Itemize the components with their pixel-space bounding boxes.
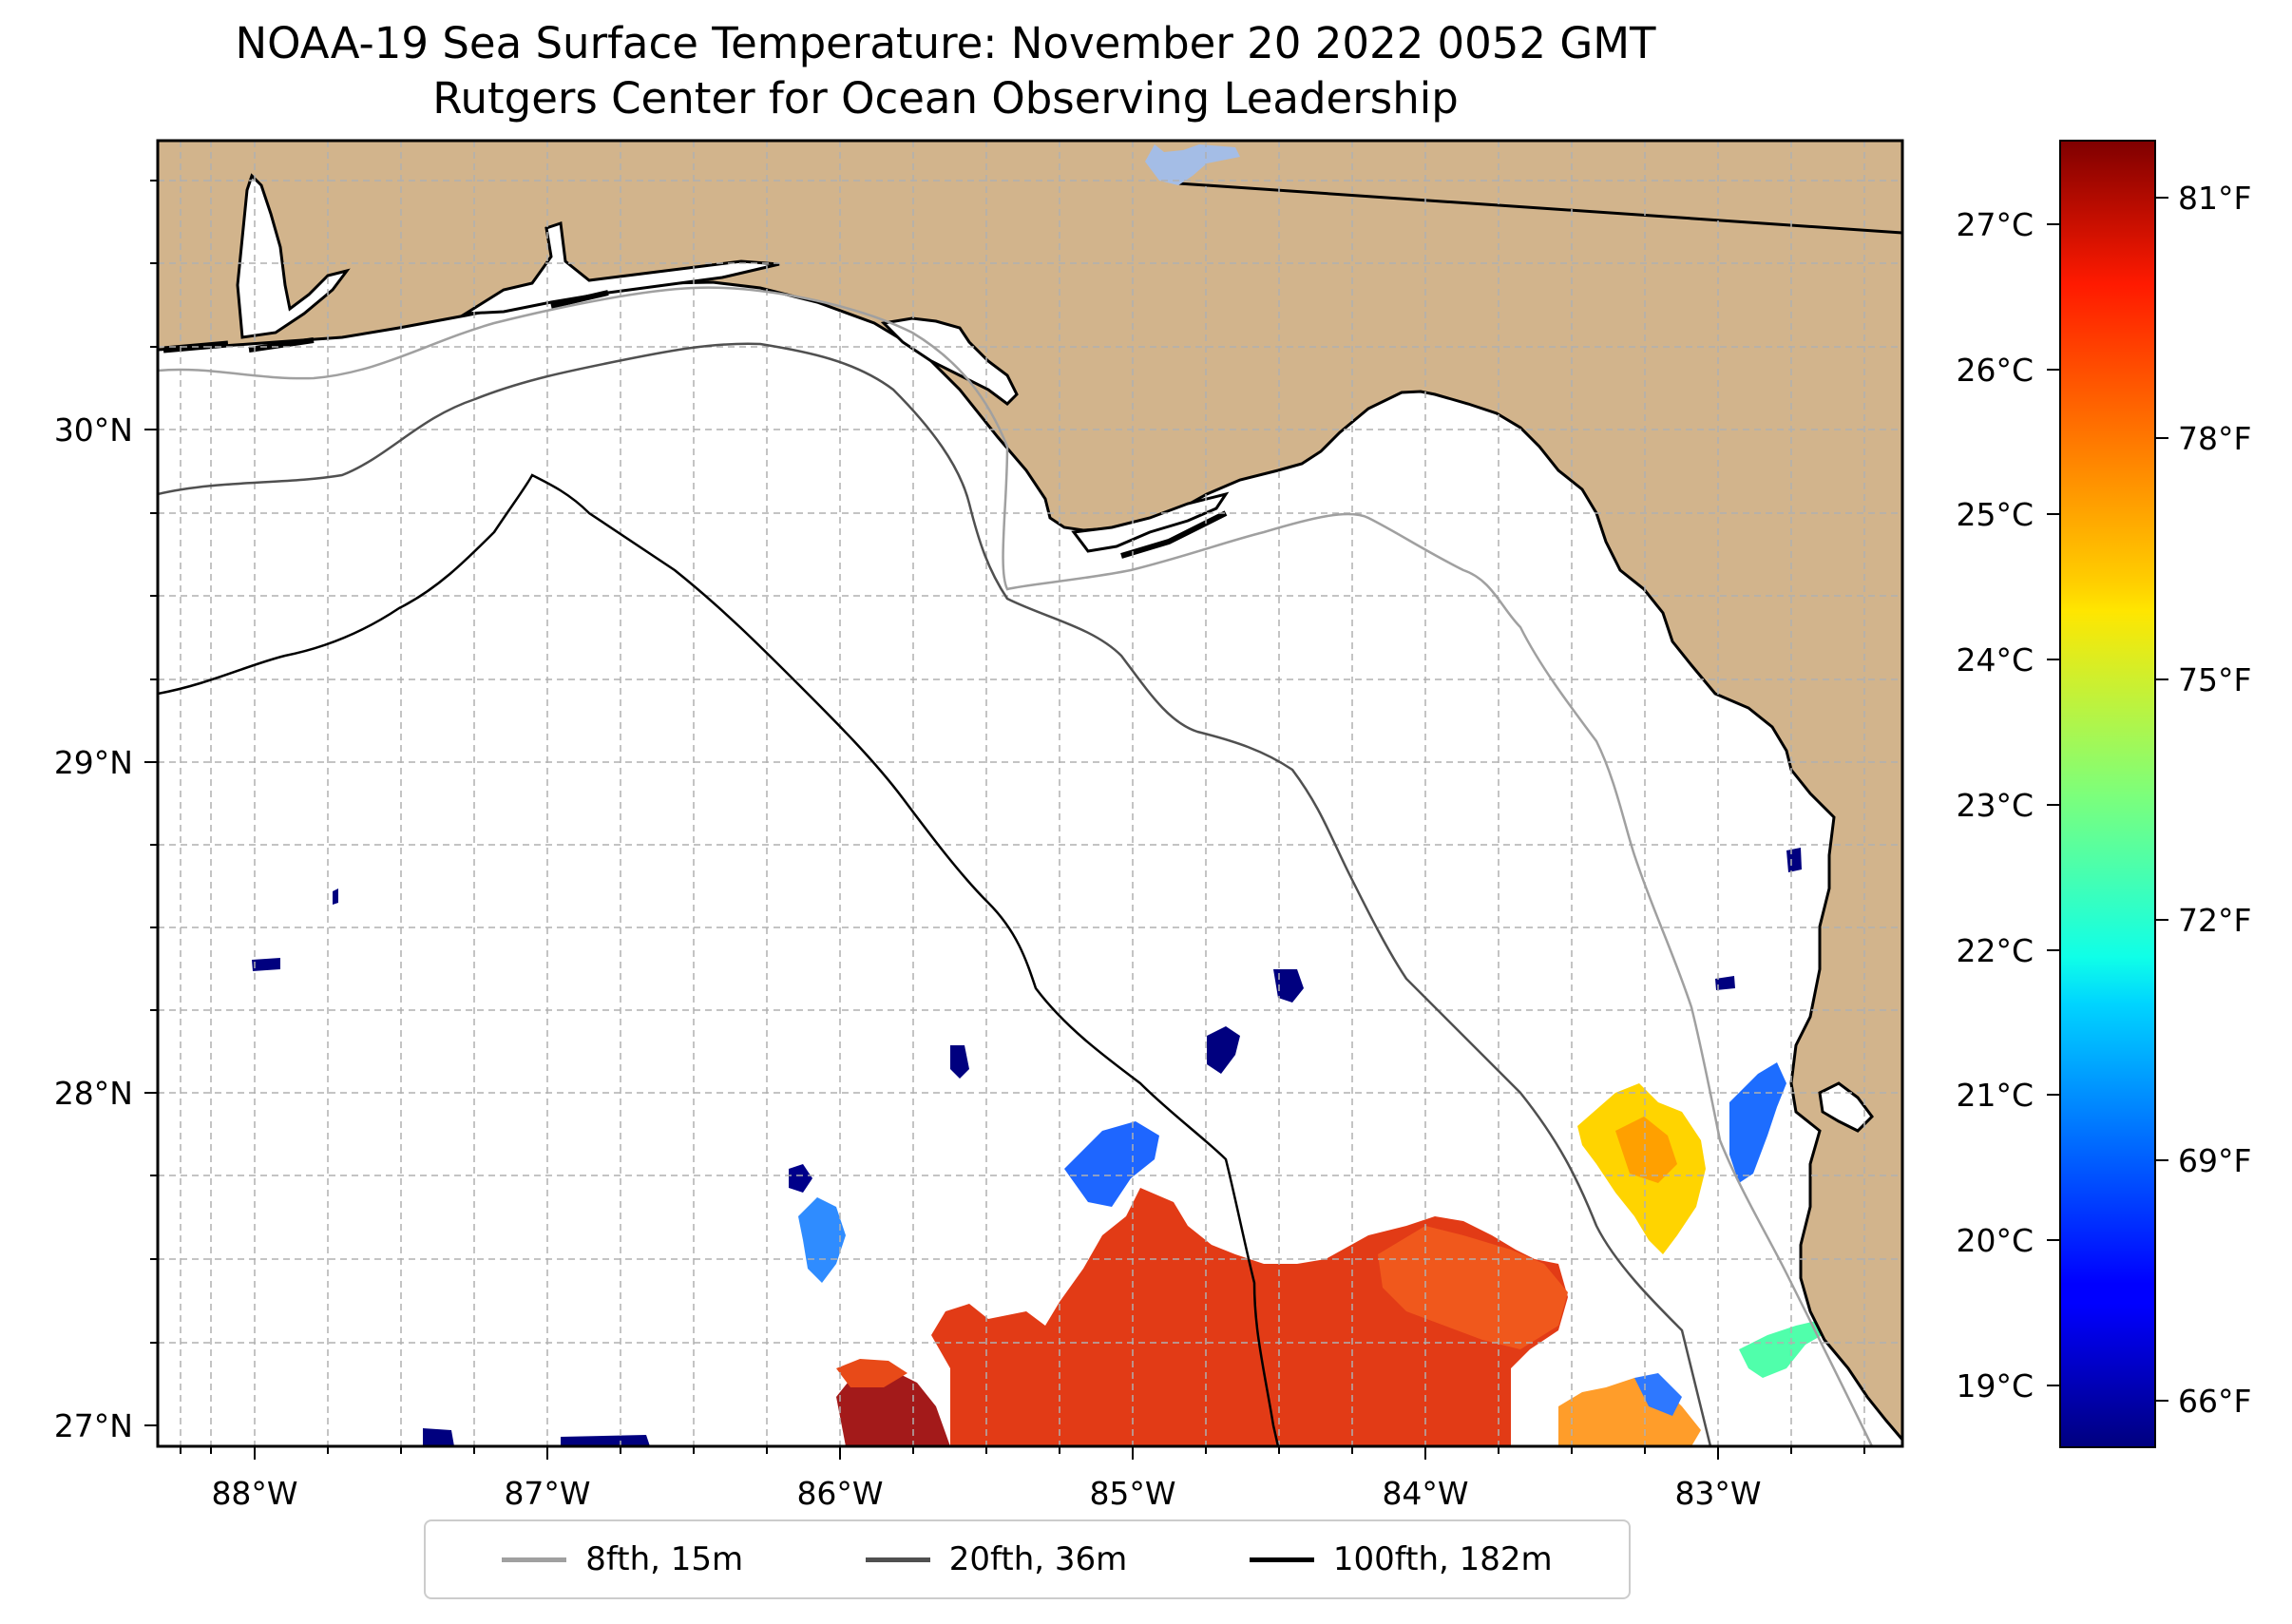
legend-line-swatch: [502, 1557, 567, 1562]
land-mass: [158, 141, 1902, 1442]
sst-mild-patch: [1739, 1319, 1839, 1378]
fahrenheit-tick-label: 81°F: [2178, 180, 2251, 217]
longitude-labels: 88°W 87°W 86°W 85°W 84°W 83°W: [211, 1475, 1761, 1512]
celsius-tick-label: 21°C: [1956, 1077, 2034, 1114]
gridlines: [158, 141, 1902, 1446]
celsius-tick-label: 24°C: [1956, 641, 2034, 678]
fahrenheit-tick-label: 78°F: [2178, 420, 2251, 457]
legend-item-182m: 100fth, 182m: [1249, 1540, 1553, 1578]
apalachicola-bay: [1071, 491, 1230, 553]
fahrenheit-tick-label: 69°F: [2178, 1142, 2251, 1179]
celsius-tick-label: 25°C: [1956, 496, 2034, 533]
pensacola-bay: [236, 173, 351, 339]
sst-warm-patch: [1615, 1117, 1677, 1183]
sst-hot-patch: [836, 1368, 950, 1446]
barrier-island: [248, 337, 315, 353]
sst-cold-patch: [1273, 969, 1304, 1003]
isobath-182m: [158, 473, 1280, 1446]
isobath-15m: [158, 286, 1874, 1446]
legend-label: 20fth, 36m: [948, 1540, 1128, 1578]
legend-label: 100fth, 182m: [1332, 1540, 1553, 1578]
fahrenheit-tick-label: 66°F: [2178, 1383, 2251, 1420]
legend-item-15m: 8fth, 15m: [502, 1540, 743, 1578]
legend-label: 8fth, 15m: [585, 1540, 744, 1578]
sst-cold-patch: [252, 958, 280, 971]
lat-tick-label: 28°N: [54, 1075, 133, 1112]
map-area: [158, 141, 1902, 1446]
fahrenheit-tick-label: 72°F: [2178, 902, 2251, 939]
lon-tick-label: 83°W: [1674, 1475, 1761, 1512]
isobath-legend: 8fth, 15m 20fth, 36m 100fth, 182m: [424, 1519, 1631, 1599]
lon-tick-label: 85°W: [1089, 1475, 1175, 1512]
sst-cold-patch: [950, 1045, 969, 1079]
lon-tick-label: 87°W: [504, 1475, 590, 1512]
celsius-tick-label: 27°C: [1956, 206, 2034, 243]
celsius-tick-label: 22°C: [1956, 932, 2034, 969]
axis-ticks: [144, 180, 1865, 1460]
isobath-36m: [158, 342, 1712, 1446]
sst-cold-patch: [561, 1435, 650, 1446]
legend-line-swatch: [865, 1557, 930, 1562]
colorbar: 19°C 20°C 21°C 22°C 23°C 24°C 25°C 26°C …: [1956, 140, 2251, 1448]
sst-cold-patch: [333, 888, 338, 905]
sst-warm-patch: [836, 1359, 907, 1387]
lake-seminole: [1145, 144, 1240, 185]
state-border: [1177, 182, 1902, 235]
celsius-tick-label: 20°C: [1956, 1222, 2034, 1259]
fahrenheit-tick-label: 75°F: [2178, 661, 2251, 698]
sst-cold-patch: [1715, 976, 1735, 990]
sst-cool-patch: [1634, 1373, 1682, 1416]
lat-tick-label: 29°N: [54, 744, 133, 781]
sst-cool-patch: [1064, 1121, 1159, 1207]
celsius-tick-label: 19°C: [1956, 1367, 2034, 1404]
sst-cold-patch: [789, 1164, 812, 1193]
sst-cold-patch: [1207, 1026, 1240, 1074]
lat-tick-label: 27°N: [54, 1407, 133, 1444]
lon-tick-label: 88°W: [211, 1475, 297, 1512]
legend-item-36m: 20fth, 36m: [865, 1540, 1128, 1578]
celsius-tick-label: 23°C: [1956, 787, 2034, 824]
lon-tick-label: 86°W: [796, 1475, 883, 1512]
sst-data-layer: [252, 848, 1839, 1446]
legend-line-swatch: [1249, 1557, 1314, 1562]
map-frame: [156, 139, 1904, 1448]
sst-cool-patch: [798, 1197, 846, 1283]
lat-tick-label: 30°N: [54, 411, 133, 449]
barrier-island: [1120, 510, 1228, 559]
sst-cold-patch: [1786, 848, 1802, 872]
latitude-labels: 27°N 28°N 29°N 30°N: [54, 411, 133, 1444]
lon-tick-label: 84°W: [1382, 1475, 1468, 1512]
colorbar-gradient: [2059, 140, 2156, 1448]
map-subtitle: Rutgers Center for Ocean Observing Leade…: [432, 73, 1459, 124]
sst-cold-patch: [423, 1428, 454, 1446]
isobaths: [158, 286, 1874, 1446]
barrier-island: [550, 290, 609, 309]
map-title: NOAA-19 Sea Surface Temperature: Novembe…: [235, 18, 1656, 68]
celsius-tick-label: 26°C: [1956, 352, 2034, 389]
